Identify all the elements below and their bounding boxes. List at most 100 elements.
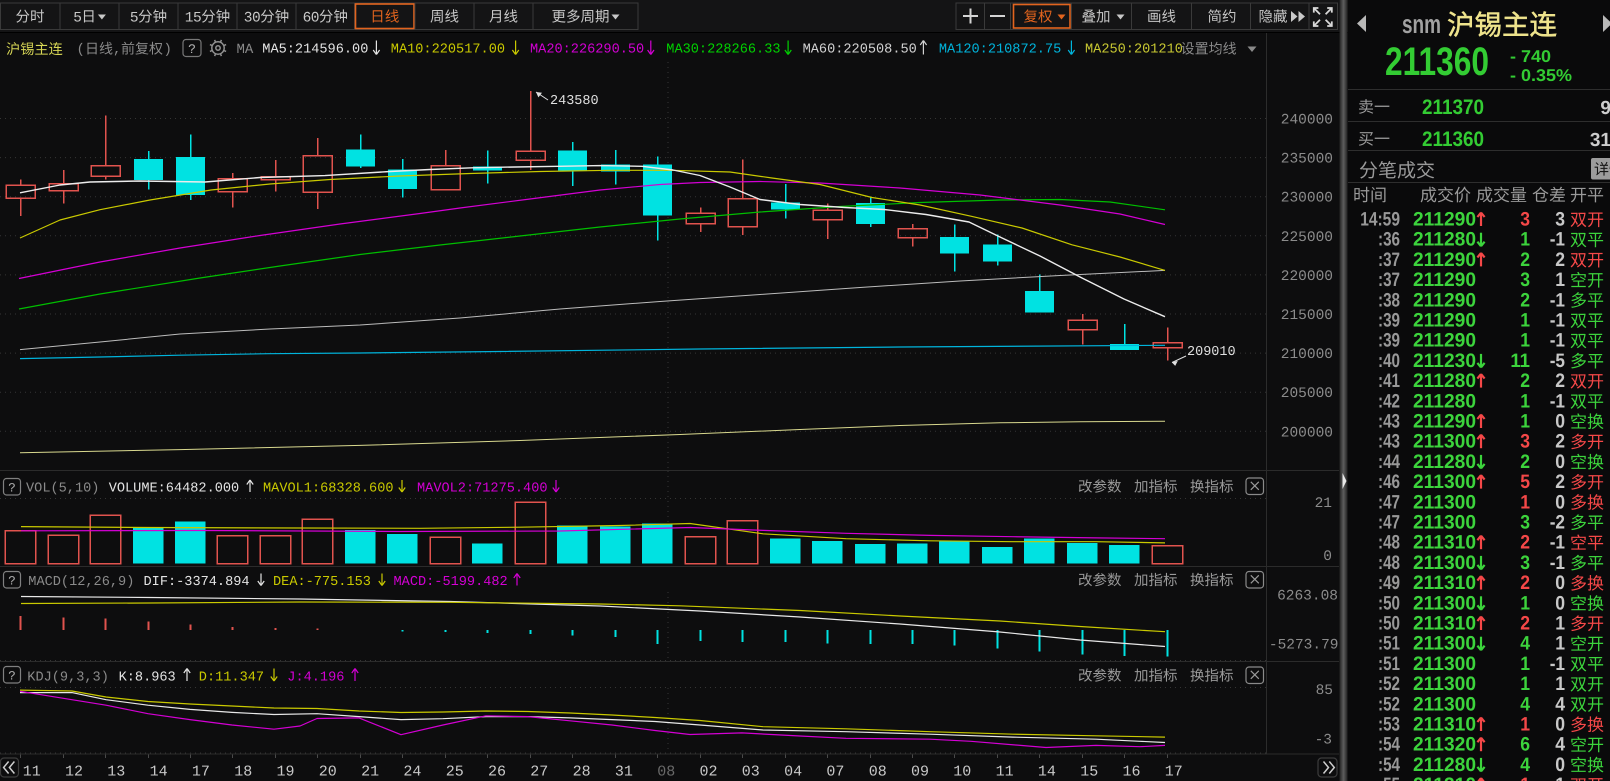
svg-text:1: 1	[1555, 269, 1565, 291]
svg-text:1: 1	[1520, 310, 1530, 332]
svg-text:2: 2	[1520, 370, 1530, 392]
svg-text:08: 08	[869, 764, 887, 781]
svg-text:211280: 211280	[1413, 451, 1476, 473]
svg-text:2: 2	[1520, 532, 1530, 554]
svg-text:-1: -1	[1550, 653, 1565, 675]
svg-text:200000: 200000	[1281, 425, 1333, 441]
svg-text:J:4.196: J:4.196	[287, 671, 344, 686]
svg-text::42: :42	[1378, 390, 1400, 412]
svg-text:0: 0	[1555, 754, 1565, 776]
svg-text:20: 20	[319, 764, 337, 781]
svg-text:5: 5	[193, 11, 202, 27]
svg-text:0: 0	[1555, 592, 1565, 614]
svg-text:211300: 211300	[1413, 693, 1476, 715]
svg-text:MA: MA	[237, 42, 254, 58]
svg-text:211280: 211280	[1413, 754, 1476, 776]
svg-text:-1: -1	[1550, 390, 1565, 412]
svg-text:2: 2	[1555, 370, 1565, 392]
svg-text:1: 1	[1520, 491, 1530, 513]
svg-text:KDJ(9,3,3): KDJ(9,3,3)	[27, 671, 109, 686]
svg-text:-3: -3	[1315, 733, 1332, 749]
svg-text::50: :50	[1378, 592, 1400, 614]
svg-text:1: 1	[1555, 673, 1565, 695]
svg-text:211290: 211290	[1413, 249, 1476, 271]
svg-text:14:59: 14:59	[1360, 209, 1400, 231]
svg-text:211300: 211300	[1413, 431, 1476, 453]
svg-text:snm: snm	[1402, 9, 1441, 39]
svg-text:-1: -1	[1550, 229, 1565, 251]
svg-text:?: ?	[8, 575, 16, 589]
svg-text:11: 11	[1510, 350, 1530, 372]
svg-text:220000: 220000	[1281, 269, 1333, 285]
svg-text:211310: 211310	[1413, 613, 1476, 635]
svg-text:2: 2	[1520, 451, 1530, 473]
svg-text:- 0.35%: - 0.35%	[1510, 66, 1572, 85]
svg-text:-5: -5	[1550, 350, 1565, 372]
svg-text:0: 0	[1555, 411, 1565, 433]
svg-text:21: 21	[1315, 496, 1332, 512]
svg-text::37: :37	[1378, 269, 1400, 291]
svg-text:MAVOL1:68328.600: MAVOL1:68328.600	[263, 482, 394, 497]
svg-text:MA120:210872.75: MA120:210872.75	[939, 43, 1061, 58]
svg-text:211370: 211370	[1422, 96, 1484, 119]
svg-text:1: 1	[1520, 714, 1530, 736]
svg-text:1: 1	[1520, 229, 1530, 251]
svg-text:211300: 211300	[1413, 471, 1476, 493]
svg-text:21: 21	[361, 764, 379, 781]
svg-text::39: :39	[1378, 330, 1400, 352]
svg-text:04: 04	[784, 764, 802, 781]
svg-text:VOLUME:64482.000: VOLUME:64482.000	[109, 482, 240, 497]
svg-text:211310: 211310	[1413, 532, 1476, 554]
svg-text::52: :52	[1378, 673, 1400, 695]
svg-text:211310: 211310	[1413, 774, 1476, 781]
svg-text:07: 07	[826, 764, 844, 781]
svg-text:1: 1	[1555, 774, 1565, 781]
svg-text::54: :54	[1378, 734, 1400, 756]
svg-text:211280: 211280	[1413, 390, 1476, 412]
svg-text:1: 1	[1520, 390, 1530, 412]
svg-text:211360: 211360	[1422, 128, 1484, 151]
svg-text:1: 1	[1555, 613, 1565, 635]
svg-text:2: 2	[1520, 249, 1530, 271]
svg-text:4: 4	[1520, 693, 1530, 715]
svg-text:16: 16	[1122, 764, 1140, 781]
svg-text:3: 3	[244, 11, 253, 27]
svg-text:11: 11	[23, 764, 41, 781]
svg-text:211290: 211290	[1413, 269, 1476, 291]
svg-text:240000: 240000	[1281, 113, 1333, 129]
svg-text:210000: 210000	[1281, 347, 1333, 363]
svg-text:3: 3	[1520, 269, 1530, 291]
svg-text:1: 1	[185, 11, 194, 27]
svg-text::51: :51	[1378, 653, 1400, 675]
svg-text:0: 0	[1555, 714, 1565, 736]
svg-text::46: :46	[1378, 471, 1400, 493]
svg-text:211300: 211300	[1413, 491, 1476, 513]
svg-text:211290: 211290	[1413, 310, 1476, 332]
svg-text:3: 3	[1520, 209, 1530, 231]
svg-text:MACD:-5199.482: MACD:-5199.482	[394, 575, 508, 590]
svg-text:211310: 211310	[1413, 714, 1476, 736]
svg-text:215000: 215000	[1281, 308, 1333, 324]
svg-text:MA10:220517.00: MA10:220517.00	[391, 43, 505, 58]
svg-text:- 740: - 740	[1510, 47, 1551, 66]
svg-text:MA250:201210: MA250:201210	[1085, 43, 1183, 58]
svg-text:211280: 211280	[1413, 370, 1476, 392]
svg-text:211230: 211230	[1413, 350, 1476, 372]
svg-text::44: :44	[1378, 451, 1400, 473]
svg-text::48: :48	[1378, 552, 1400, 574]
svg-text:02: 02	[699, 764, 717, 781]
svg-text:235000: 235000	[1281, 152, 1333, 168]
svg-text:1: 1	[1520, 592, 1530, 614]
svg-text:4: 4	[1520, 633, 1530, 655]
svg-text:2: 2	[1520, 613, 1530, 635]
svg-text:211320: 211320	[1413, 734, 1476, 756]
svg-text:?: ?	[188, 42, 196, 57]
svg-text:0: 0	[1555, 451, 1565, 473]
svg-text:0: 0	[311, 11, 320, 27]
svg-text::36: :36	[1378, 229, 1400, 251]
svg-text:211360: 211360	[1385, 40, 1489, 84]
svg-text::43: :43	[1378, 411, 1400, 433]
svg-text:?: ?	[8, 482, 16, 496]
svg-text:243580: 243580	[550, 94, 599, 109]
svg-text::52: :52	[1378, 693, 1400, 715]
